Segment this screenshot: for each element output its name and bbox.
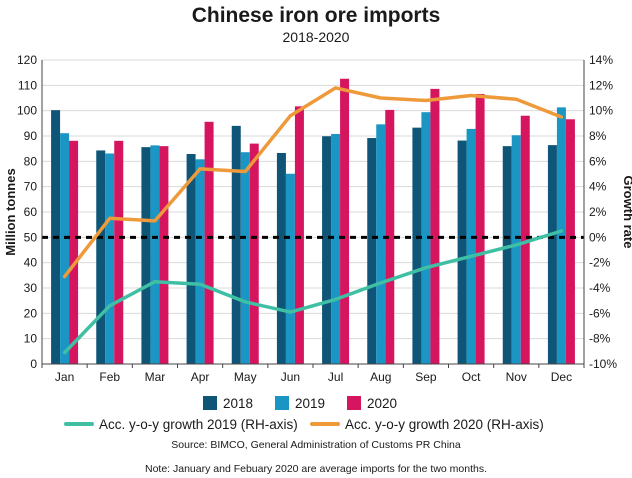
y-tick-label: 120: [17, 53, 37, 67]
x-tick-label: Mar: [145, 370, 166, 384]
y2-tick-label: 12%: [589, 78, 613, 92]
bar-2018-May: [231, 125, 241, 364]
y-tick-label: 70: [24, 180, 38, 194]
legend-swatch-2018: [203, 396, 217, 410]
y-tick-label: 40: [24, 256, 38, 270]
y-tick-label: 110: [18, 78, 37, 92]
x-axis-ticks: Jan Feb Mar Apr May Jun Jul Aug Sep Oct Nov Dec: [55, 370, 572, 384]
x-tick-label: Nov: [506, 370, 527, 384]
bar-2020-Oct: [475, 93, 485, 365]
bar-2020-Sep: [430, 88, 440, 364]
y2-tick-label: 8%: [589, 129, 607, 143]
line-series: [62, 86, 564, 355]
legend-label-growth-2019: Acc. y-o-y growth 2019 (RH-axis): [99, 417, 298, 432]
bar-2019-Dec: [556, 107, 566, 364]
bar-2020-Jan: [69, 140, 79, 364]
plot-area: [42, 59, 584, 365]
bar-2020-Mar: [159, 146, 169, 364]
y2-tick-label: 6%: [589, 154, 607, 168]
x-tick-label: Jul: [328, 370, 343, 384]
y-tick-label: 0: [30, 357, 37, 371]
bar-2020-Apr: [204, 121, 214, 365]
y2-tick-label: -10%: [589, 357, 617, 371]
bar-2019-Mar: [150, 145, 160, 364]
bar-2020-Aug: [385, 109, 395, 364]
y-tick-label: 50: [24, 230, 38, 244]
legend-label-2019: 2019: [295, 396, 325, 411]
chart-subtitle: 2018-2020: [283, 29, 350, 45]
bar-2018-Jul: [322, 136, 332, 364]
y2-tick-label: -6%: [589, 306, 611, 320]
y-tick-label: 10: [24, 332, 38, 346]
bar-2019-Apr: [195, 159, 205, 364]
y2-axis-label: Growth rate: [621, 176, 632, 249]
chart-title: Chinese iron ore imports: [192, 4, 441, 27]
y2-tick-label: 14%: [589, 53, 613, 67]
legend-label-2020: 2020: [367, 396, 397, 411]
legend-label-growth-2020: Acc. y-o-y growth 2020 (RH-axis): [345, 417, 544, 432]
line-growth-2019: [62, 229, 564, 355]
x-tick-label: Apr: [191, 370, 210, 384]
x-tick-label: Feb: [99, 370, 120, 384]
y-tick-label: 100: [17, 104, 37, 118]
y2-tick-label: 0%: [589, 230, 607, 244]
y-axis-label: Million tonnes: [3, 168, 18, 255]
left-axis-ticks: 0 10 20 30 40 50 60 70 80 90 100 110 120: [17, 53, 37, 371]
bar-2020-Dec: [565, 119, 575, 364]
bar-2018-Apr: [186, 153, 196, 364]
bar-2019-Aug: [376, 124, 386, 364]
x-tick-label: Dec: [551, 370, 572, 384]
note-text: Note: January and Febuary 2020 are avera…: [145, 463, 487, 475]
bar-2019-May: [240, 152, 250, 364]
axes: [41, 60, 585, 368]
x-tick-label: Oct: [462, 370, 481, 384]
right-axis-ticks: -10% -8% -6% -4% -2% 0% 2% 4% 6% 8% 10% 12% 14%: [589, 53, 617, 371]
x-tick-label: Jun: [281, 370, 300, 384]
bar-2019-Oct: [466, 128, 476, 364]
line-growth-2020: [62, 86, 564, 279]
bar-2020-Jul: [340, 78, 350, 364]
bar-2018-Sep: [412, 127, 422, 364]
y2-tick-label: -2%: [589, 256, 611, 270]
y-tick-label: 20: [24, 306, 38, 320]
bar-2019-Jan: [60, 133, 70, 364]
bar-2018-Feb: [96, 150, 106, 364]
legend: 2018 2019 2020 Acc. y-o-y growth 2019 (RH-a…: [64, 396, 544, 432]
y2-tick-label: 4%: [589, 180, 607, 194]
legend-swatch-2019: [275, 396, 289, 410]
bar-2020-May: [249, 143, 259, 364]
y-tick-label: 30: [24, 281, 38, 295]
bar-2020-Jun: [294, 106, 304, 365]
bar-2018-Dec: [547, 145, 557, 364]
bar-2020-Feb: [114, 140, 124, 364]
x-tick-label: Aug: [370, 370, 391, 384]
x-tick-label: Jan: [55, 370, 74, 384]
bar-2019-Nov: [511, 135, 521, 364]
bar-2018-Jun: [276, 152, 286, 364]
y2-tick-label: 10%: [589, 104, 613, 118]
source-text: Source: BIMCO, General Administration of…: [171, 439, 461, 451]
y2-tick-label: -4%: [589, 281, 611, 295]
bar-2019-Feb: [105, 153, 115, 364]
bar-series: [51, 78, 575, 365]
bar-2018-Oct: [457, 140, 467, 364]
y2-tick-label: 2%: [589, 205, 607, 219]
y-tick-label: 80: [24, 154, 38, 168]
legend-label-2018: 2018: [223, 396, 253, 411]
bar-2018-Mar: [141, 147, 151, 364]
bar-2019-Jul: [331, 133, 341, 364]
y-tick-label: 90: [24, 129, 38, 143]
x-tick-label: Sep: [415, 370, 437, 384]
y-tick-label: 60: [24, 205, 38, 219]
bar-2019-Jun: [285, 173, 295, 364]
bar-2019-Sep: [421, 112, 431, 364]
x-tick-label: May: [234, 370, 257, 384]
legend-swatch-2020: [347, 396, 361, 410]
bar-2018-Aug: [367, 138, 377, 364]
bar-2020-Nov: [520, 115, 530, 364]
bar-2018-Nov: [502, 146, 512, 364]
y2-tick-label: -8%: [589, 332, 611, 346]
